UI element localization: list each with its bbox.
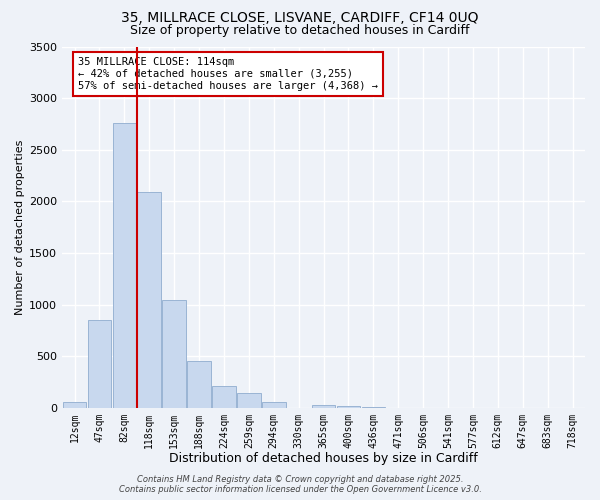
Bar xyxy=(212,386,236,407)
Bar xyxy=(113,123,136,408)
Bar xyxy=(337,406,361,407)
X-axis label: Distribution of detached houses by size in Cardiff: Distribution of detached houses by size … xyxy=(169,452,478,465)
Bar xyxy=(312,404,335,407)
Bar xyxy=(187,362,211,408)
Y-axis label: Number of detached properties: Number of detached properties xyxy=(15,140,25,315)
Bar xyxy=(88,320,112,408)
Bar xyxy=(163,300,186,408)
Bar xyxy=(362,407,385,408)
Text: Size of property relative to detached houses in Cardiff: Size of property relative to detached ho… xyxy=(130,24,470,37)
Bar xyxy=(262,402,286,407)
Text: 35, MILLRACE CLOSE, LISVANE, CARDIFF, CF14 0UQ: 35, MILLRACE CLOSE, LISVANE, CARDIFF, CF… xyxy=(121,11,479,25)
Bar xyxy=(63,402,86,407)
Bar xyxy=(137,192,161,408)
Text: Contains HM Land Registry data © Crown copyright and database right 2025.
Contai: Contains HM Land Registry data © Crown c… xyxy=(119,474,481,494)
Bar xyxy=(237,393,261,407)
Text: 35 MILLRACE CLOSE: 114sqm
← 42% of detached houses are smaller (3,255)
57% of se: 35 MILLRACE CLOSE: 114sqm ← 42% of detac… xyxy=(78,58,378,90)
